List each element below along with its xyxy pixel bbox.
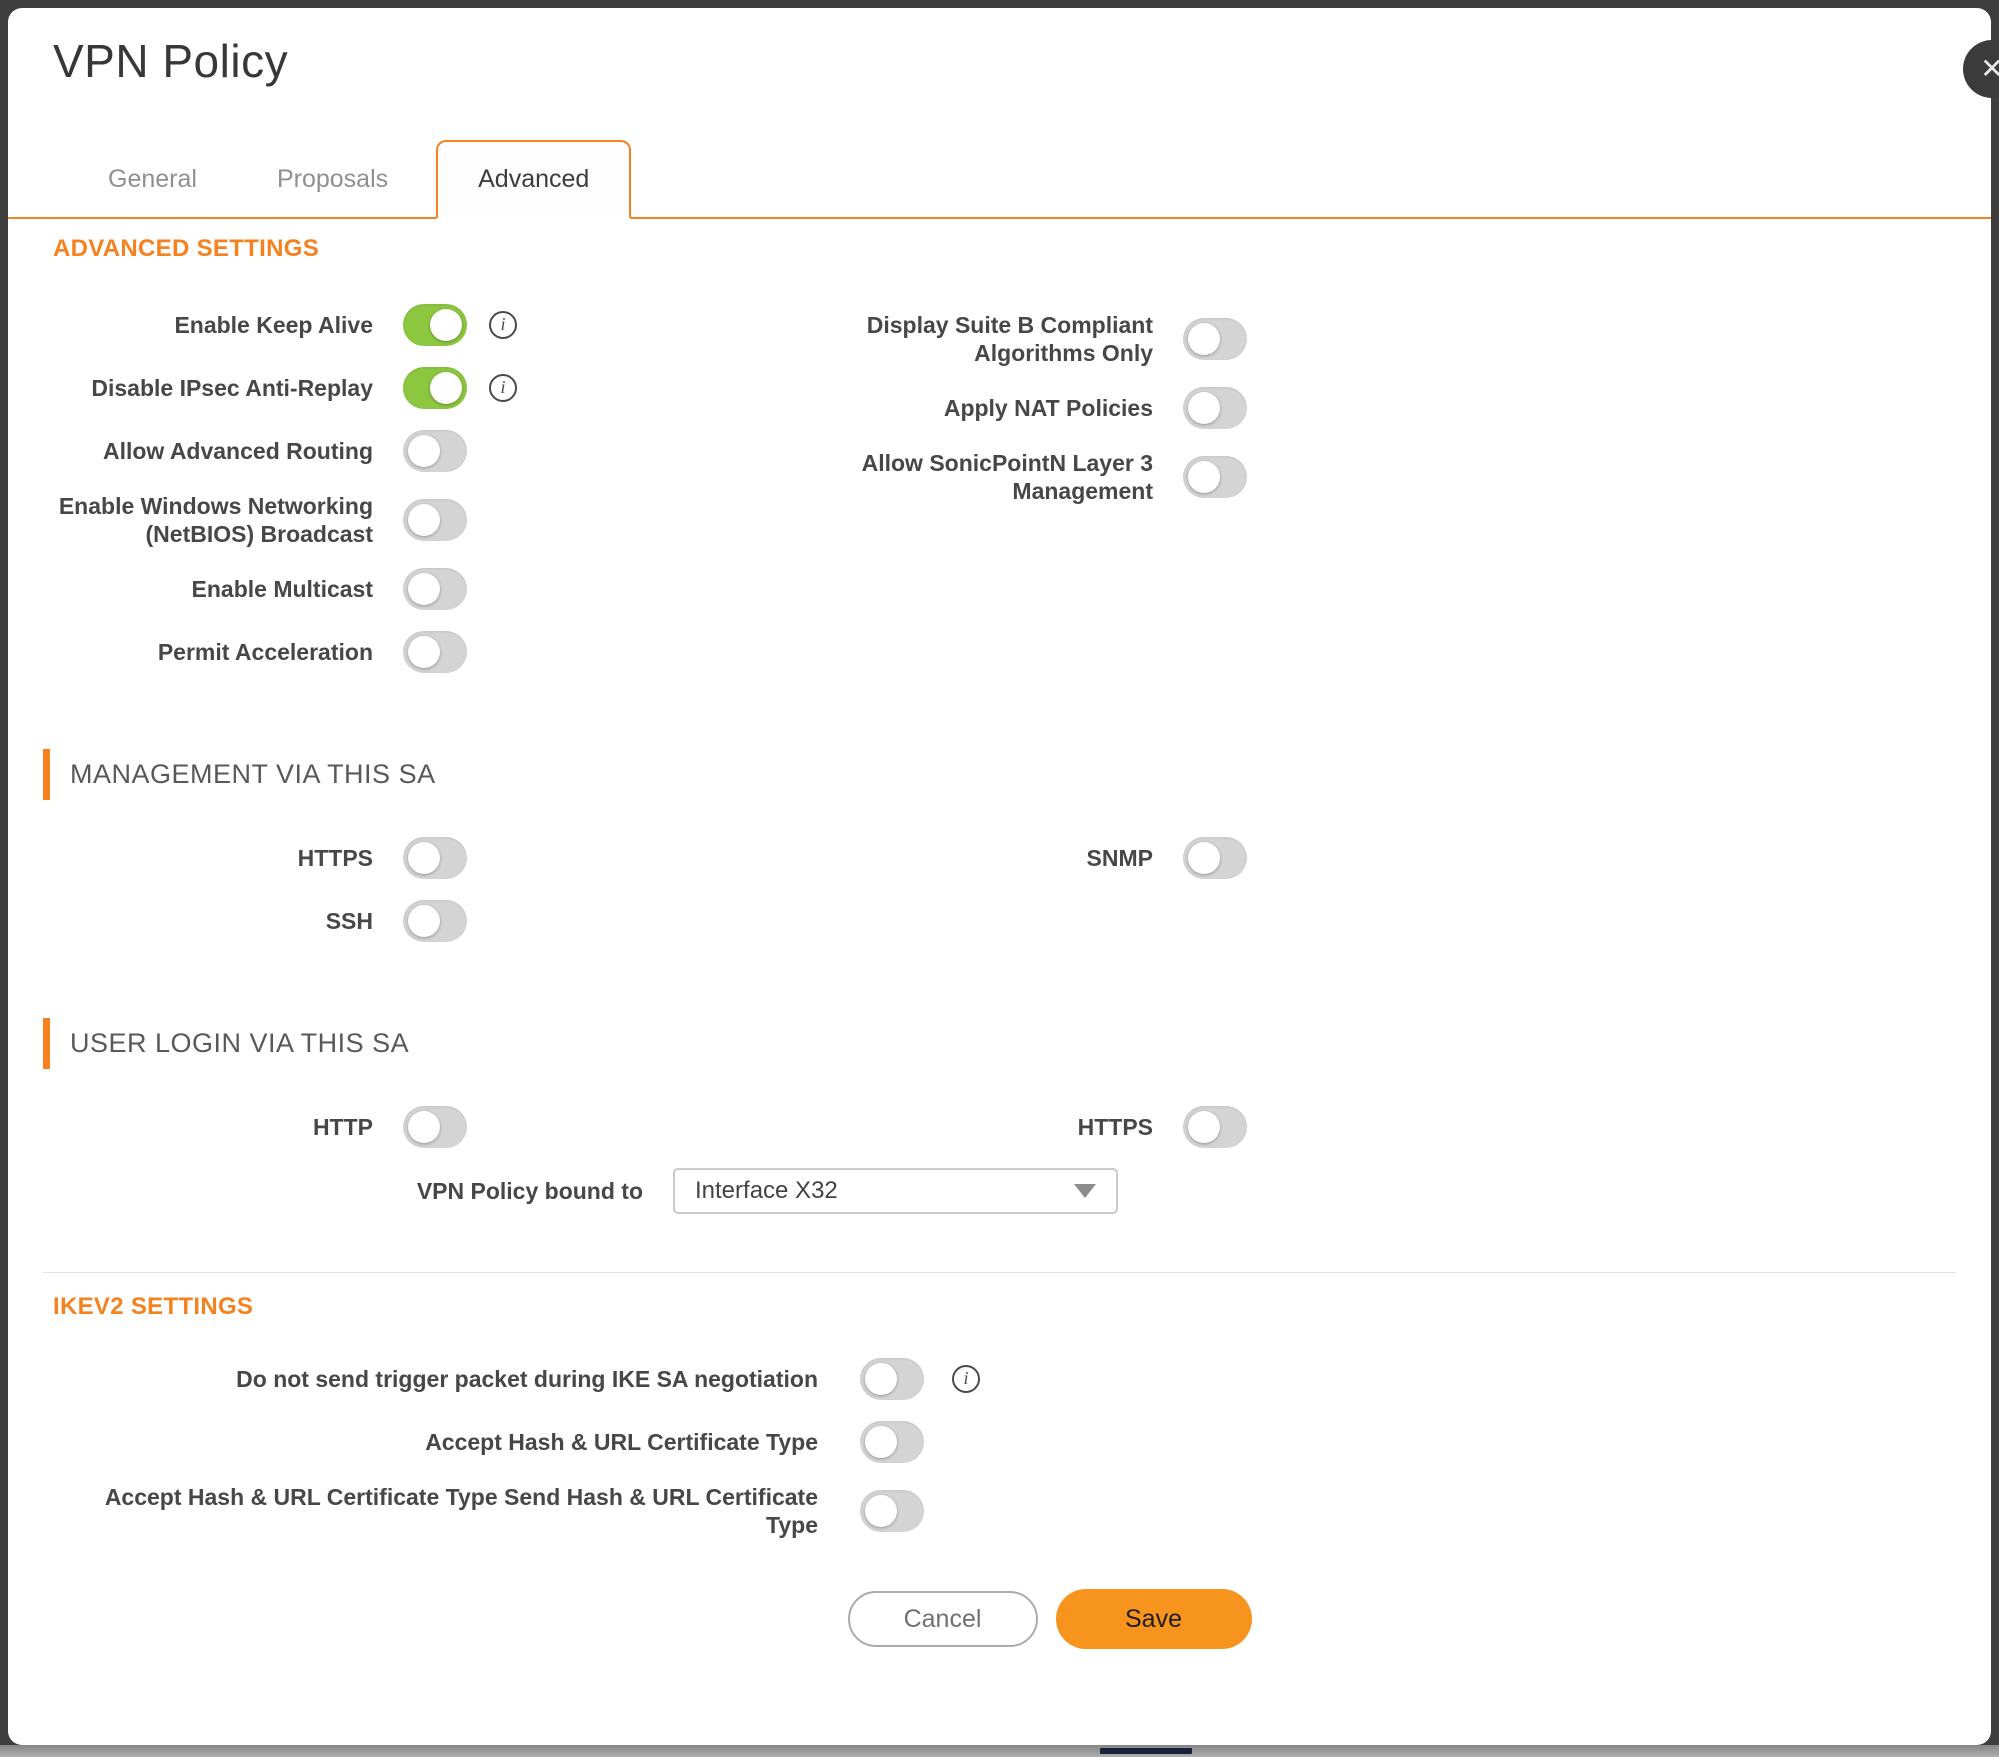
user-login-via-sa-heading: USER LOGIN VIA THIS SA — [43, 1018, 1946, 1069]
ikev2-settings-heading: IKEV2 SETTINGS — [53, 1293, 254, 1320]
dialog-footer: Cancel Save — [53, 1589, 1946, 1649]
toggle-label: Allow Advanced Routing — [102, 438, 373, 464]
toggle-label: Enable Multicast — [191, 576, 373, 602]
enable-multicast-toggle[interactable] — [403, 568, 467, 610]
toggle-knob — [865, 1495, 897, 1527]
disable-ipsec-anti-replay-toggle[interactable] — [403, 367, 467, 409]
toggle-label: Do not send trigger packet during IKE SA… — [236, 1366, 818, 1392]
toggle-row: Do not send trigger packet during IKE SA… — [53, 1357, 1946, 1401]
toggle-row: Enable Keep Alive i — [53, 303, 553, 347]
management-snmp-toggle[interactable] — [1183, 837, 1247, 879]
toggle-knob — [408, 573, 440, 605]
toggle-label: Accept Hash & URL Certificate Type Send … — [104, 1484, 818, 1538]
toggle-knob — [408, 842, 440, 874]
toggle-knob — [1188, 461, 1220, 493]
toggle-row: Enable Windows Networking (NetBIOS) Broa… — [53, 492, 553, 548]
toggle-knob — [408, 905, 440, 937]
toggle-knob — [408, 504, 440, 536]
save-button[interactable]: Save — [1055, 1589, 1252, 1649]
page-title: VPN Policy — [53, 35, 289, 87]
enable-windows-networking-netbios-broadcast-toggle[interactable] — [403, 499, 467, 541]
toggle-label: SSH — [325, 908, 373, 934]
allow-advanced-routing-toggle[interactable] — [403, 430, 467, 472]
toggle-label: Disable IPsec Anti-Replay — [91, 375, 373, 401]
toggle-row: HTTP — [53, 1105, 553, 1149]
tab-panel-advanced: ADVANCED SETTINGS Enable Keep Alive i Di… — [8, 235, 1991, 1649]
apply-nat-policies-toggle[interactable] — [1183, 387, 1247, 429]
vpn-policy-bound-label: VPN Policy bound to — [416, 1178, 643, 1204]
info-icon[interactable]: i — [952, 1365, 980, 1393]
enable-keep-alive-toggle[interactable] — [403, 304, 467, 346]
toggle-row: SNMP — [853, 836, 1273, 880]
management-ssh-toggle[interactable] — [403, 900, 467, 942]
toggle-knob — [430, 309, 462, 341]
user-login-https-toggle[interactable] — [1183, 1106, 1247, 1148]
management-https-toggle[interactable] — [403, 837, 467, 879]
toggle-row: Display Suite B Compliant Algorithms Onl… — [853, 311, 1273, 367]
toggle-row: Accept Hash & URL Certificate Type — [53, 1420, 1946, 1464]
tab-proposals[interactable]: Proposals — [276, 165, 389, 193]
toggle-knob — [1188, 1111, 1220, 1143]
toggle-label: Display Suite B Compliant Algorithms Onl… — [866, 312, 1153, 366]
toggle-row: HTTPS — [853, 1105, 1273, 1149]
toggle-row: HTTPS — [53, 836, 553, 880]
toggle-label: HTTPS — [1077, 1114, 1153, 1140]
tab-general[interactable]: General — [108, 165, 197, 193]
vpn-policy-bound-row: VPN Policy bound to Interface X32 — [53, 1168, 1946, 1214]
allow-sonicpointn-layer-3-management-toggle[interactable] — [1183, 456, 1247, 498]
accept-hash-url-certificate-type-send-toggle[interactable] — [860, 1490, 924, 1532]
management-via-sa-heading: MANAGEMENT VIA THIS SA — [43, 749, 1946, 800]
toggle-row: Disable IPsec Anti-Replay i — [53, 366, 553, 410]
toggle-label: Enable Windows Networking (NetBIOS) Broa… — [58, 493, 373, 547]
cancel-button[interactable]: Cancel — [847, 1591, 1038, 1647]
toggle-row: Permit Acceleration — [53, 630, 553, 674]
vpn-policy-dialog: VPN Policy ✕ General Proposals Advanced … — [8, 8, 1999, 1745]
toggle-label: Accept Hash & URL Certificate Type — [425, 1429, 818, 1455]
background-dark-bar — [1100, 1748, 1192, 1754]
toggle-knob — [1188, 323, 1220, 355]
toggle-label: HTTP — [312, 1114, 373, 1140]
toggle-row: Allow Advanced Routing — [53, 429, 553, 473]
chevron-down-icon — [1074, 1184, 1096, 1198]
tab-advanced[interactable]: Advanced — [436, 140, 632, 219]
tab-bar: General Proposals Advanced — [8, 140, 1991, 219]
toggle-row: Accept Hash & URL Certificate Type Send … — [53, 1483, 1946, 1539]
accept-hash-url-certificate-type-toggle[interactable] — [860, 1421, 924, 1463]
toggle-knob — [865, 1426, 897, 1458]
toggle-knob — [408, 435, 440, 467]
advanced-settings-heading: ADVANCED SETTINGS — [53, 235, 320, 262]
toggle-label: Enable Keep Alive — [174, 312, 373, 338]
toggle-label: HTTPS — [297, 845, 373, 871]
permit-acceleration-toggle[interactable] — [403, 631, 467, 673]
toggle-label: Permit Acceleration — [157, 639, 373, 665]
info-icon[interactable]: i — [489, 374, 517, 402]
display-suite-b-compliant-algorithms-only-toggle[interactable] — [1183, 318, 1247, 360]
toggle-row: SSH — [53, 899, 553, 943]
info-icon[interactable]: i — [489, 311, 517, 339]
user-login-http-toggle[interactable] — [403, 1106, 467, 1148]
toggle-label: SNMP — [1086, 845, 1153, 871]
toggle-knob — [408, 636, 440, 668]
do-not-send-trigger-packet-toggle[interactable] — [860, 1358, 924, 1400]
toggle-knob — [865, 1363, 897, 1395]
section-divider — [43, 1272, 1956, 1273]
toggle-row: Enable Multicast — [53, 567, 553, 611]
toggle-knob — [1188, 842, 1220, 874]
toggle-knob — [1188, 392, 1220, 424]
toggle-label: Allow SonicPointN Layer 3 Management — [861, 450, 1153, 504]
vpn-policy-bound-to-select[interactable]: Interface X32 — [673, 1168, 1118, 1214]
background-page-strip — [0, 1745, 1999, 1757]
toggle-row: Apply NAT Policies — [853, 386, 1273, 430]
close-icon: ✕ — [1980, 53, 1999, 84]
toggle-label: Apply NAT Policies — [943, 395, 1153, 421]
toggle-knob — [408, 1111, 440, 1143]
toggle-knob — [430, 372, 462, 404]
toggle-row: Allow SonicPointN Layer 3 Management — [853, 449, 1273, 505]
dropdown-selected-value: Interface X32 — [695, 1177, 838, 1204]
